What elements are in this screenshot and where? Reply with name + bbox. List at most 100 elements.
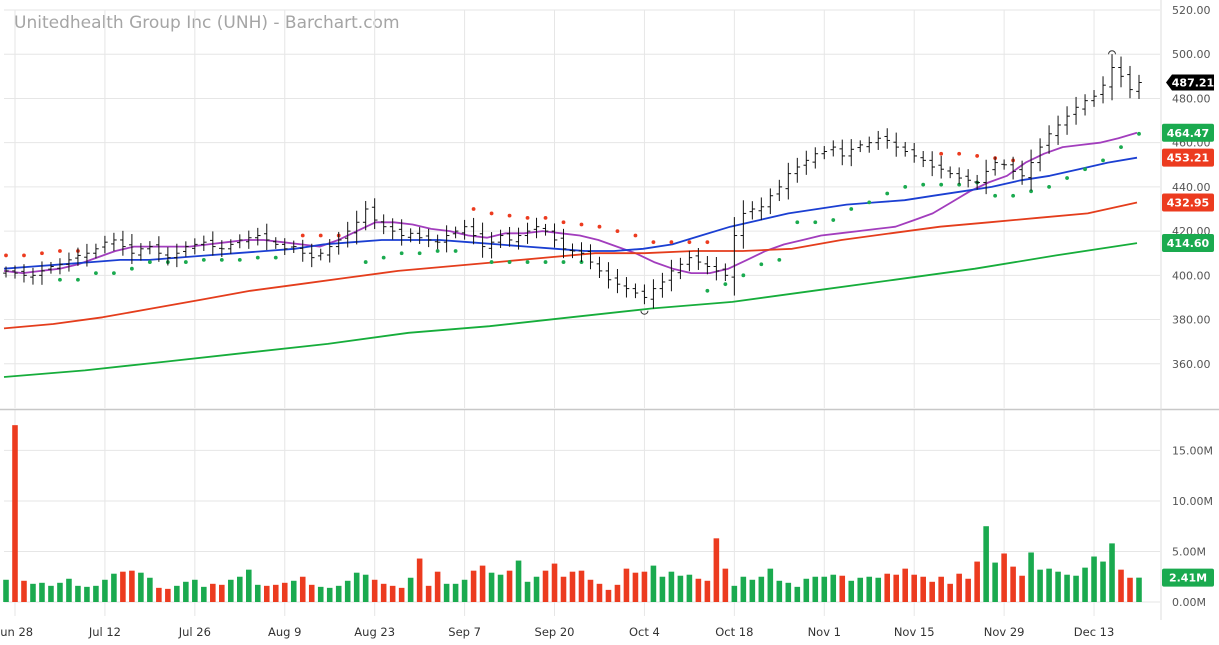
ohlc-bar xyxy=(1091,90,1097,107)
ohlc-bar xyxy=(569,243,576,259)
volume-bar xyxy=(785,582,792,602)
price-badge-label: 414.60 xyxy=(1167,237,1210,250)
volume-bar xyxy=(938,576,944,602)
sar-dot-below xyxy=(993,193,998,198)
sar-dot-above xyxy=(300,233,305,238)
ohlc-bar xyxy=(1082,94,1088,116)
ohlc-bar xyxy=(272,237,279,249)
volume-bar xyxy=(272,584,279,602)
volume-bar xyxy=(839,575,846,602)
volume-bar xyxy=(893,574,900,602)
volume-bar xyxy=(389,585,396,602)
price-tick-label: 380.00 xyxy=(1172,314,1211,327)
volume-bar xyxy=(281,582,288,602)
sar-dot-below xyxy=(579,260,584,264)
sar-dot-below xyxy=(543,260,548,264)
volume-bar xyxy=(1073,575,1079,602)
volume-bar xyxy=(407,577,414,602)
ohlc-bar xyxy=(335,231,342,255)
volume-bar xyxy=(794,586,801,602)
sar-dot-above xyxy=(597,224,602,229)
sar-dot-below xyxy=(849,207,854,211)
ohlc-bar xyxy=(776,179,783,202)
volume-bar xyxy=(920,576,926,602)
volume-bar xyxy=(533,576,540,602)
sar-dot-above xyxy=(615,229,620,234)
volume-bar xyxy=(992,562,998,602)
sar-dot-above xyxy=(22,253,26,258)
ohlc-bar xyxy=(21,264,27,283)
ohlc-bar xyxy=(893,132,900,157)
ohlc-bar xyxy=(165,247,171,266)
ohlc-bar xyxy=(156,236,162,262)
ohlc-bar xyxy=(1037,138,1043,172)
sar-dot-below xyxy=(741,273,746,278)
price-tick-label: 480.00 xyxy=(1172,92,1211,105)
volume-bar xyxy=(398,587,405,602)
price-badge: 487.21 xyxy=(1166,74,1214,91)
ohlc-bar xyxy=(839,139,846,166)
ohlc-bar xyxy=(380,214,387,235)
ohlc-bar xyxy=(1046,125,1052,154)
ohlc-bar xyxy=(1019,160,1025,185)
ohlc-bar xyxy=(794,157,801,183)
moving-averages xyxy=(3,131,1138,378)
volume-bar xyxy=(731,585,738,602)
sar-dot-below xyxy=(1047,184,1051,189)
volume-bars xyxy=(3,425,1142,602)
date-tick-label: Nov 29 xyxy=(984,625,1025,639)
volume-bar xyxy=(722,568,729,602)
volume-bar xyxy=(12,425,18,602)
volume-bar xyxy=(506,570,513,602)
ohlc-bar xyxy=(326,239,333,263)
ohlc-bar xyxy=(731,217,738,296)
sar-dot-below xyxy=(453,249,458,253)
ohlc-bar xyxy=(902,141,909,157)
ohlc-bar xyxy=(659,272,666,298)
volume-bar xyxy=(201,586,207,602)
volume-bar xyxy=(1028,552,1034,602)
low-marker xyxy=(640,310,649,315)
sar-dot-below xyxy=(1083,167,1087,172)
volume-bar xyxy=(1100,561,1106,602)
volume-bar xyxy=(668,571,675,602)
volume-bar xyxy=(1019,575,1025,602)
sar-dot-above xyxy=(471,207,476,211)
sar-dot-below xyxy=(867,200,872,205)
ohlc-bar xyxy=(758,197,765,221)
sar-dot-below xyxy=(417,251,422,256)
ohlc-bar xyxy=(965,169,971,188)
volume-bar xyxy=(929,581,935,602)
volume-tick-label: 15.00M xyxy=(1172,444,1213,457)
ohlc-bar xyxy=(192,238,198,255)
sar-dot-below xyxy=(273,255,278,260)
sar-dot-below xyxy=(723,282,728,287)
volume-bar xyxy=(1037,569,1043,602)
sar-dot-above xyxy=(705,240,710,245)
volume-bar xyxy=(326,587,333,602)
ohlc-bar xyxy=(695,247,702,270)
volume-bar xyxy=(39,582,45,602)
ohlc-bars xyxy=(3,50,1142,315)
volume-bar xyxy=(848,580,855,602)
ohlc-bar xyxy=(857,140,864,153)
date-tick-label: Jul 26 xyxy=(178,625,211,639)
volume-bar xyxy=(156,587,162,602)
ohlc-bar xyxy=(524,222,531,244)
volume-bar xyxy=(551,563,558,602)
ohlc-bar xyxy=(1118,56,1124,88)
price-badges: 487.21 464.47 453.21 432.95 414.60 2.41M xyxy=(1162,74,1214,587)
volume-bar xyxy=(219,584,225,602)
volume-bar xyxy=(704,580,711,602)
volume-bar xyxy=(308,584,315,602)
sar-dot-below xyxy=(1011,193,1016,198)
ohlc-bar xyxy=(596,256,603,278)
volume-bar xyxy=(425,585,432,602)
volume-badge-label: 2.41M xyxy=(1169,572,1207,585)
ohlc-bar xyxy=(542,223,549,236)
volume-bar xyxy=(578,570,585,602)
ohlc-bar xyxy=(911,142,917,163)
sar-dot-above xyxy=(489,211,494,216)
